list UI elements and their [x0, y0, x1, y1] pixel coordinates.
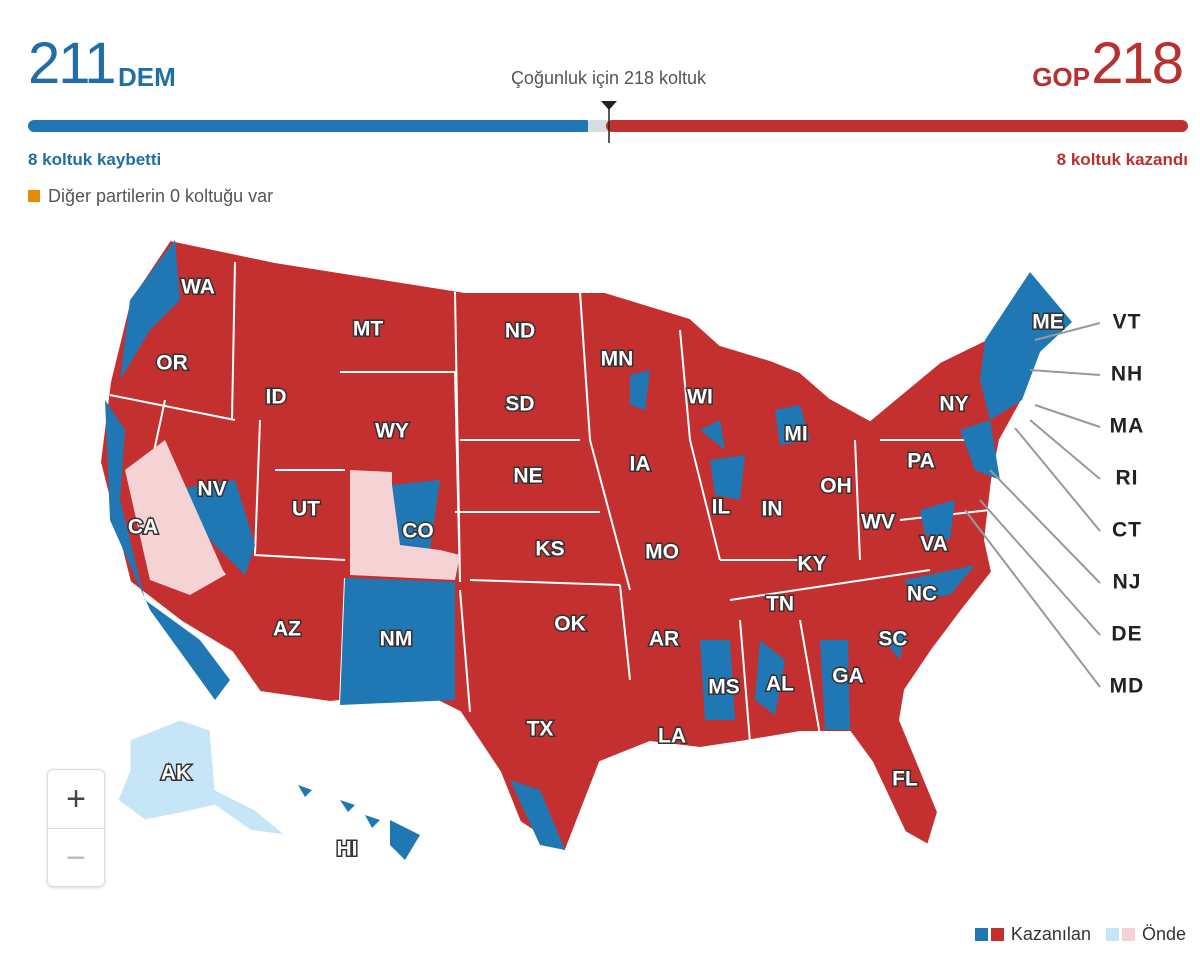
legend: Kazanılan Önde — [974, 924, 1186, 945]
leader-line — [1029, 369, 1101, 376]
state-label: IA — [630, 453, 651, 476]
majority-note: Çoğunluk için 218 koltuk — [510, 68, 707, 88]
state-label: TN — [766, 593, 794, 616]
state-label: RI — [1116, 467, 1139, 490]
state-label: MS — [708, 676, 740, 699]
dem-seats: 211 — [28, 31, 116, 96]
state-label: UT — [292, 498, 320, 521]
state-label: MN — [601, 348, 634, 371]
legend-swatch — [990, 928, 1004, 941]
state-label: SC — [878, 628, 907, 651]
dem-label: DEM — [118, 62, 176, 92]
state-label: WY — [375, 420, 409, 443]
state-label: NC — [907, 583, 937, 606]
state-label: OR — [156, 352, 188, 375]
legend-swatch — [974, 928, 988, 941]
zoom-control: + − — [47, 769, 105, 887]
state-label: KY — [797, 553, 826, 576]
dem-bar — [28, 120, 592, 132]
others-swatch — [28, 190, 40, 202]
legend-won: Kazanılan — [1010, 924, 1091, 944]
legend-leading: Önde — [1141, 924, 1186, 944]
state-label: NY — [939, 393, 968, 416]
legend-swatch — [1105, 928, 1119, 941]
state-label: VT — [1113, 311, 1142, 334]
leader-line — [979, 499, 1101, 636]
state-label: HI — [337, 838, 358, 861]
state-label: OK — [554, 613, 586, 636]
gop-bar — [606, 120, 1188, 132]
leader-line — [1014, 427, 1101, 532]
map: WA OR CA NV ID MT WY UT AZ CO NM ND SD NE KS OK TX MN IA MO… — [98, 238, 1145, 862]
state-label: FL — [892, 768, 918, 791]
state-label: AK — [161, 762, 191, 785]
state-label: NH — [1111, 363, 1143, 386]
undecided-bar — [588, 120, 608, 132]
zoom-in[interactable]: + — [66, 779, 86, 818]
state-label: TX — [527, 718, 554, 741]
state-label: MO — [645, 541, 679, 564]
zoom-out[interactable]: − — [48, 828, 104, 887]
state-label: ID — [266, 386, 287, 409]
state-label: IN — [762, 498, 783, 521]
gop-seats: 218 — [1091, 31, 1184, 96]
state-label: NJ — [1113, 571, 1142, 594]
state-label: PA — [907, 450, 935, 473]
state-label: CT — [1112, 519, 1142, 542]
dem-change: 8 koltuk kaybetti — [28, 150, 162, 169]
state-label: AZ — [273, 618, 301, 641]
seat-bar — [28, 101, 1188, 143]
state-label: NE — [513, 465, 542, 488]
state-label: CO — [402, 520, 434, 543]
state-label: ND — [505, 320, 535, 343]
state-label: DE — [1111, 623, 1142, 646]
leading-districts — [117, 440, 460, 836]
state-label: WV — [861, 511, 895, 534]
state-label: WI — [687, 386, 713, 409]
state-label: OH — [820, 475, 852, 498]
state-label: NM — [380, 628, 413, 651]
state-label: MA — [1110, 415, 1145, 438]
state-label: VA — [920, 533, 948, 556]
leader-line — [989, 469, 1101, 584]
majority-marker — [601, 101, 617, 110]
state-label: MI — [784, 423, 807, 446]
legend-swatch — [1121, 928, 1135, 941]
leader-line — [1034, 404, 1101, 428]
state-label: AL — [766, 673, 794, 696]
leader-line — [964, 509, 1101, 688]
state-label: CA — [128, 516, 158, 539]
state-label: LA — [658, 725, 686, 748]
state-label: NV — [197, 478, 226, 501]
state-label: AR — [649, 628, 679, 651]
state-label: KS — [535, 538, 564, 561]
state-label: SD — [505, 393, 534, 416]
leader-line — [1029, 419, 1101, 480]
state-label: WA — [181, 276, 215, 299]
state-label: GA — [832, 665, 864, 688]
others-note: Diğer partilerin 0 koltuğu var — [48, 186, 274, 206]
state-label: MT — [353, 318, 383, 341]
gop-label: GOP — [1032, 62, 1090, 92]
state-label: IL — [712, 496, 731, 519]
state-label: ME — [1032, 311, 1064, 334]
state-label: MD — [1110, 675, 1145, 698]
dem-districts — [105, 240, 1072, 860]
gop-change: 8 koltuk kazandı — [1056, 150, 1188, 169]
leader-line — [1034, 322, 1101, 341]
